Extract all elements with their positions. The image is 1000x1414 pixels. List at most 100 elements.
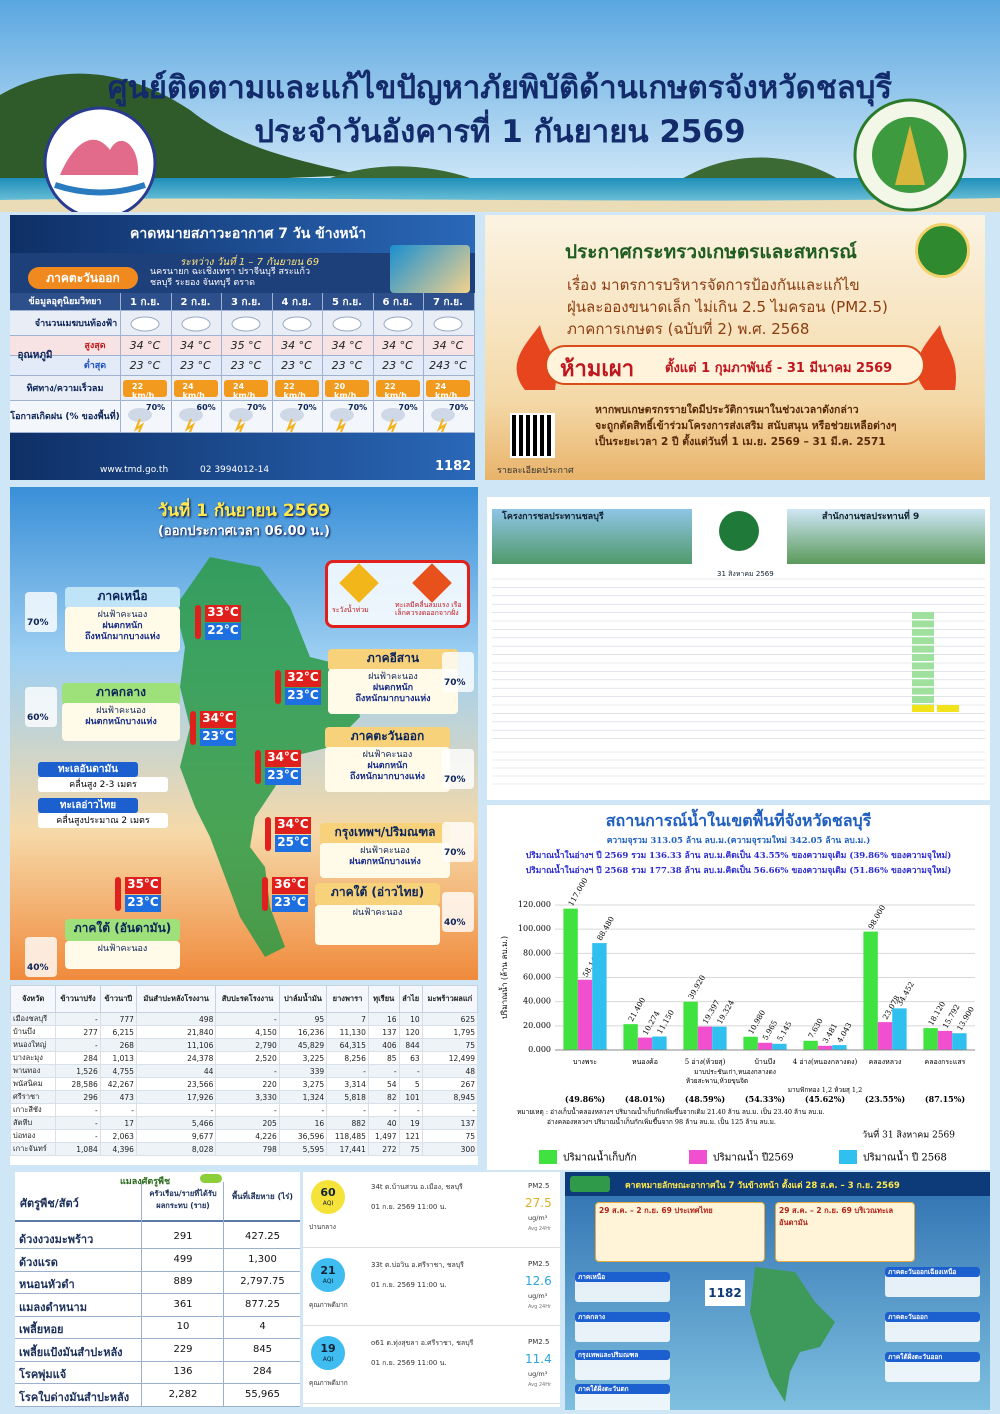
cell: -	[278, 1103, 328, 1117]
col-head: ศัตรูพืช/สัตว์	[20, 1197, 79, 1210]
lightning-icon	[436, 418, 448, 433]
aqi-value: 19	[320, 1342, 336, 1355]
wind-box	[426, 380, 470, 397]
highlight-cell	[912, 637, 934, 645]
cell: 844	[398, 1038, 423, 1052]
photo-right	[787, 509, 985, 564]
aqi-circle	[311, 1336, 345, 1370]
weekly-title-bar	[565, 1172, 990, 1196]
cell: 1,324	[278, 1090, 328, 1104]
cloud-icon	[130, 316, 160, 332]
weather-line: ฝนฟ้าคะนอง	[352, 908, 403, 918]
rain-chance: 70%	[444, 848, 466, 858]
bar	[637, 1037, 653, 1050]
cell: 2,520	[215, 1051, 280, 1065]
rain-icon-bg	[442, 652, 474, 692]
rain-cloud-icon	[229, 408, 253, 422]
region-weather: ฝนฟ้าคะนอง ฝนตกหนัก ถึงหนักมากบางแห่ง	[325, 747, 450, 792]
cell: -	[326, 1103, 369, 1117]
cell: 1,795	[421, 1025, 478, 1039]
highlight-cell	[912, 654, 934, 661]
high-temp: 34°C	[275, 817, 311, 834]
sub-label: มาบฟักทอง 1,2 ห้วยสุ 1,2	[788, 1086, 863, 1094]
wind-box	[274, 380, 319, 397]
cloud-icon	[332, 316, 362, 332]
day-label: 2 ก.ย.	[180, 297, 211, 308]
aqi-circle	[311, 1180, 345, 1214]
map-date: วันที่ 1 กันยายน 2569	[157, 501, 331, 521]
data-label: 4.043	[835, 1021, 854, 1044]
cell: -	[215, 1012, 280, 1026]
forecast-title: คาดหมายสภาวะอากาศ 7 วัน ข้างหน้า	[130, 226, 367, 242]
cell: 3,314	[326, 1077, 369, 1091]
region-name: ภาคตะวันออก	[885, 1312, 980, 1322]
table-row	[10, 356, 475, 376]
row: หนองใหญ่ -268 11,106 2,790 45,829 64,315 406 84…	[10, 1038, 478, 1052]
cell: 137	[367, 1025, 400, 1039]
column-line	[170, 293, 172, 433]
region-weather: ฝนฟ้าคะนอง	[65, 941, 180, 969]
wind-value: 24 km/h	[233, 382, 256, 400]
cell: -	[398, 1064, 423, 1078]
footer-phone: 02 3994012-14	[200, 465, 270, 475]
bar	[863, 931, 878, 1050]
cloud-icon	[231, 316, 261, 332]
region-tab: ภาคเหนือ	[65, 587, 180, 609]
row: พานทอง 1,526 4,755 44-339- - -48	[10, 1064, 478, 1078]
wind-value: 24 km/h	[182, 382, 205, 400]
aqi-label: AQI	[322, 1278, 334, 1285]
pm-label: PM2.5	[528, 1182, 550, 1190]
wind-value: 22 km/h	[132, 382, 155, 400]
aqi-level: ปานกลาง	[309, 1223, 336, 1231]
data-label: 98.000	[866, 903, 887, 930]
column-line	[372, 293, 374, 433]
cloud-icon	[181, 316, 210, 332]
y-tick-label: 80.000	[523, 948, 551, 957]
chart-note: หมายเหตุ : อ่างเก็บน้ำคลองหลวงฯ ปริมาณน้…	[517, 1107, 825, 1116]
column-line	[473, 293, 475, 433]
cell: 3,225	[278, 1051, 328, 1065]
column-header: ทุเรียน	[367, 985, 400, 1013]
aqi-label: AQI	[322, 1200, 334, 1207]
reservoir-panel: โครงการชลประทานชลบุรี สำนักงานชลประทานที่…	[487, 497, 990, 800]
cell: 63	[398, 1051, 423, 1065]
cell: 137	[421, 1116, 478, 1130]
highlight-cell	[912, 628, 934, 636]
drawing	[332, 316, 362, 332]
high-temp: 34°C	[200, 711, 236, 728]
bar	[832, 1045, 847, 1050]
chart-title: สถานการณ์น้ำในเขตพื้นที่จังหวัดชลบุรี	[605, 811, 872, 830]
data-label: 88.480	[595, 915, 616, 942]
drawing: 0.000 20.000 40.000 60.000 80.000 100.000 120.…	[498, 876, 976, 1164]
sea-tab: ทะเลอันดามัน	[38, 762, 138, 777]
cell: 339	[278, 1064, 328, 1078]
cell: 498	[135, 1012, 217, 1026]
pm-avg: Avg 24Hr	[528, 1304, 552, 1310]
announcement-note: หากพบเกษตรกรรายใดมีประวัติการเผาในช่วงเว…	[595, 404, 859, 416]
row-label: ทิศทาง/ความเร็วลม	[26, 383, 104, 394]
station-card	[303, 1328, 560, 1404]
region-tab: ภาคใต้ (อันดามัน)	[65, 919, 180, 941]
pest-name: ด้วงแรด	[19, 1255, 58, 1269]
cell: 12,499	[421, 1051, 478, 1065]
low-temp: 23°C	[285, 688, 321, 705]
rain-chance: 70%	[398, 403, 418, 412]
column-header: ข้าวนาปี	[99, 985, 137, 1013]
x-tick-label: บางพระ	[573, 1058, 597, 1066]
region-name: ภาคตะวันออกเฉียงเหนือ	[885, 1267, 980, 1277]
drawing	[128, 408, 152, 433]
x-tick-label: คลองกระแสร	[925, 1058, 966, 1066]
day-label: 5 ก.ย.	[332, 297, 362, 308]
cell: 268	[99, 1038, 137, 1052]
row: บ้านบึง 277 6,215 21,840 4,150 16,236 11,130 13…	[10, 1025, 478, 1039]
low-temp: 23°C	[125, 895, 161, 912]
chart-subtitle: ความจุรวม 313.05 ล้าน ลบ.ม.(ความจุรวมใหม…	[606, 836, 871, 846]
cell: 300	[421, 1142, 478, 1156]
drawing	[433, 316, 463, 332]
bar	[697, 1026, 713, 1050]
weekly-title: คาดหมายลักษณะอากาศใน 7 วันข้างหน้า ตั้งแ…	[625, 1181, 900, 1191]
cell: -	[55, 1116, 101, 1130]
caterpillar-icon	[200, 1174, 222, 1183]
low-temp: 23 °C	[331, 359, 363, 372]
cell: 40	[367, 1116, 400, 1130]
